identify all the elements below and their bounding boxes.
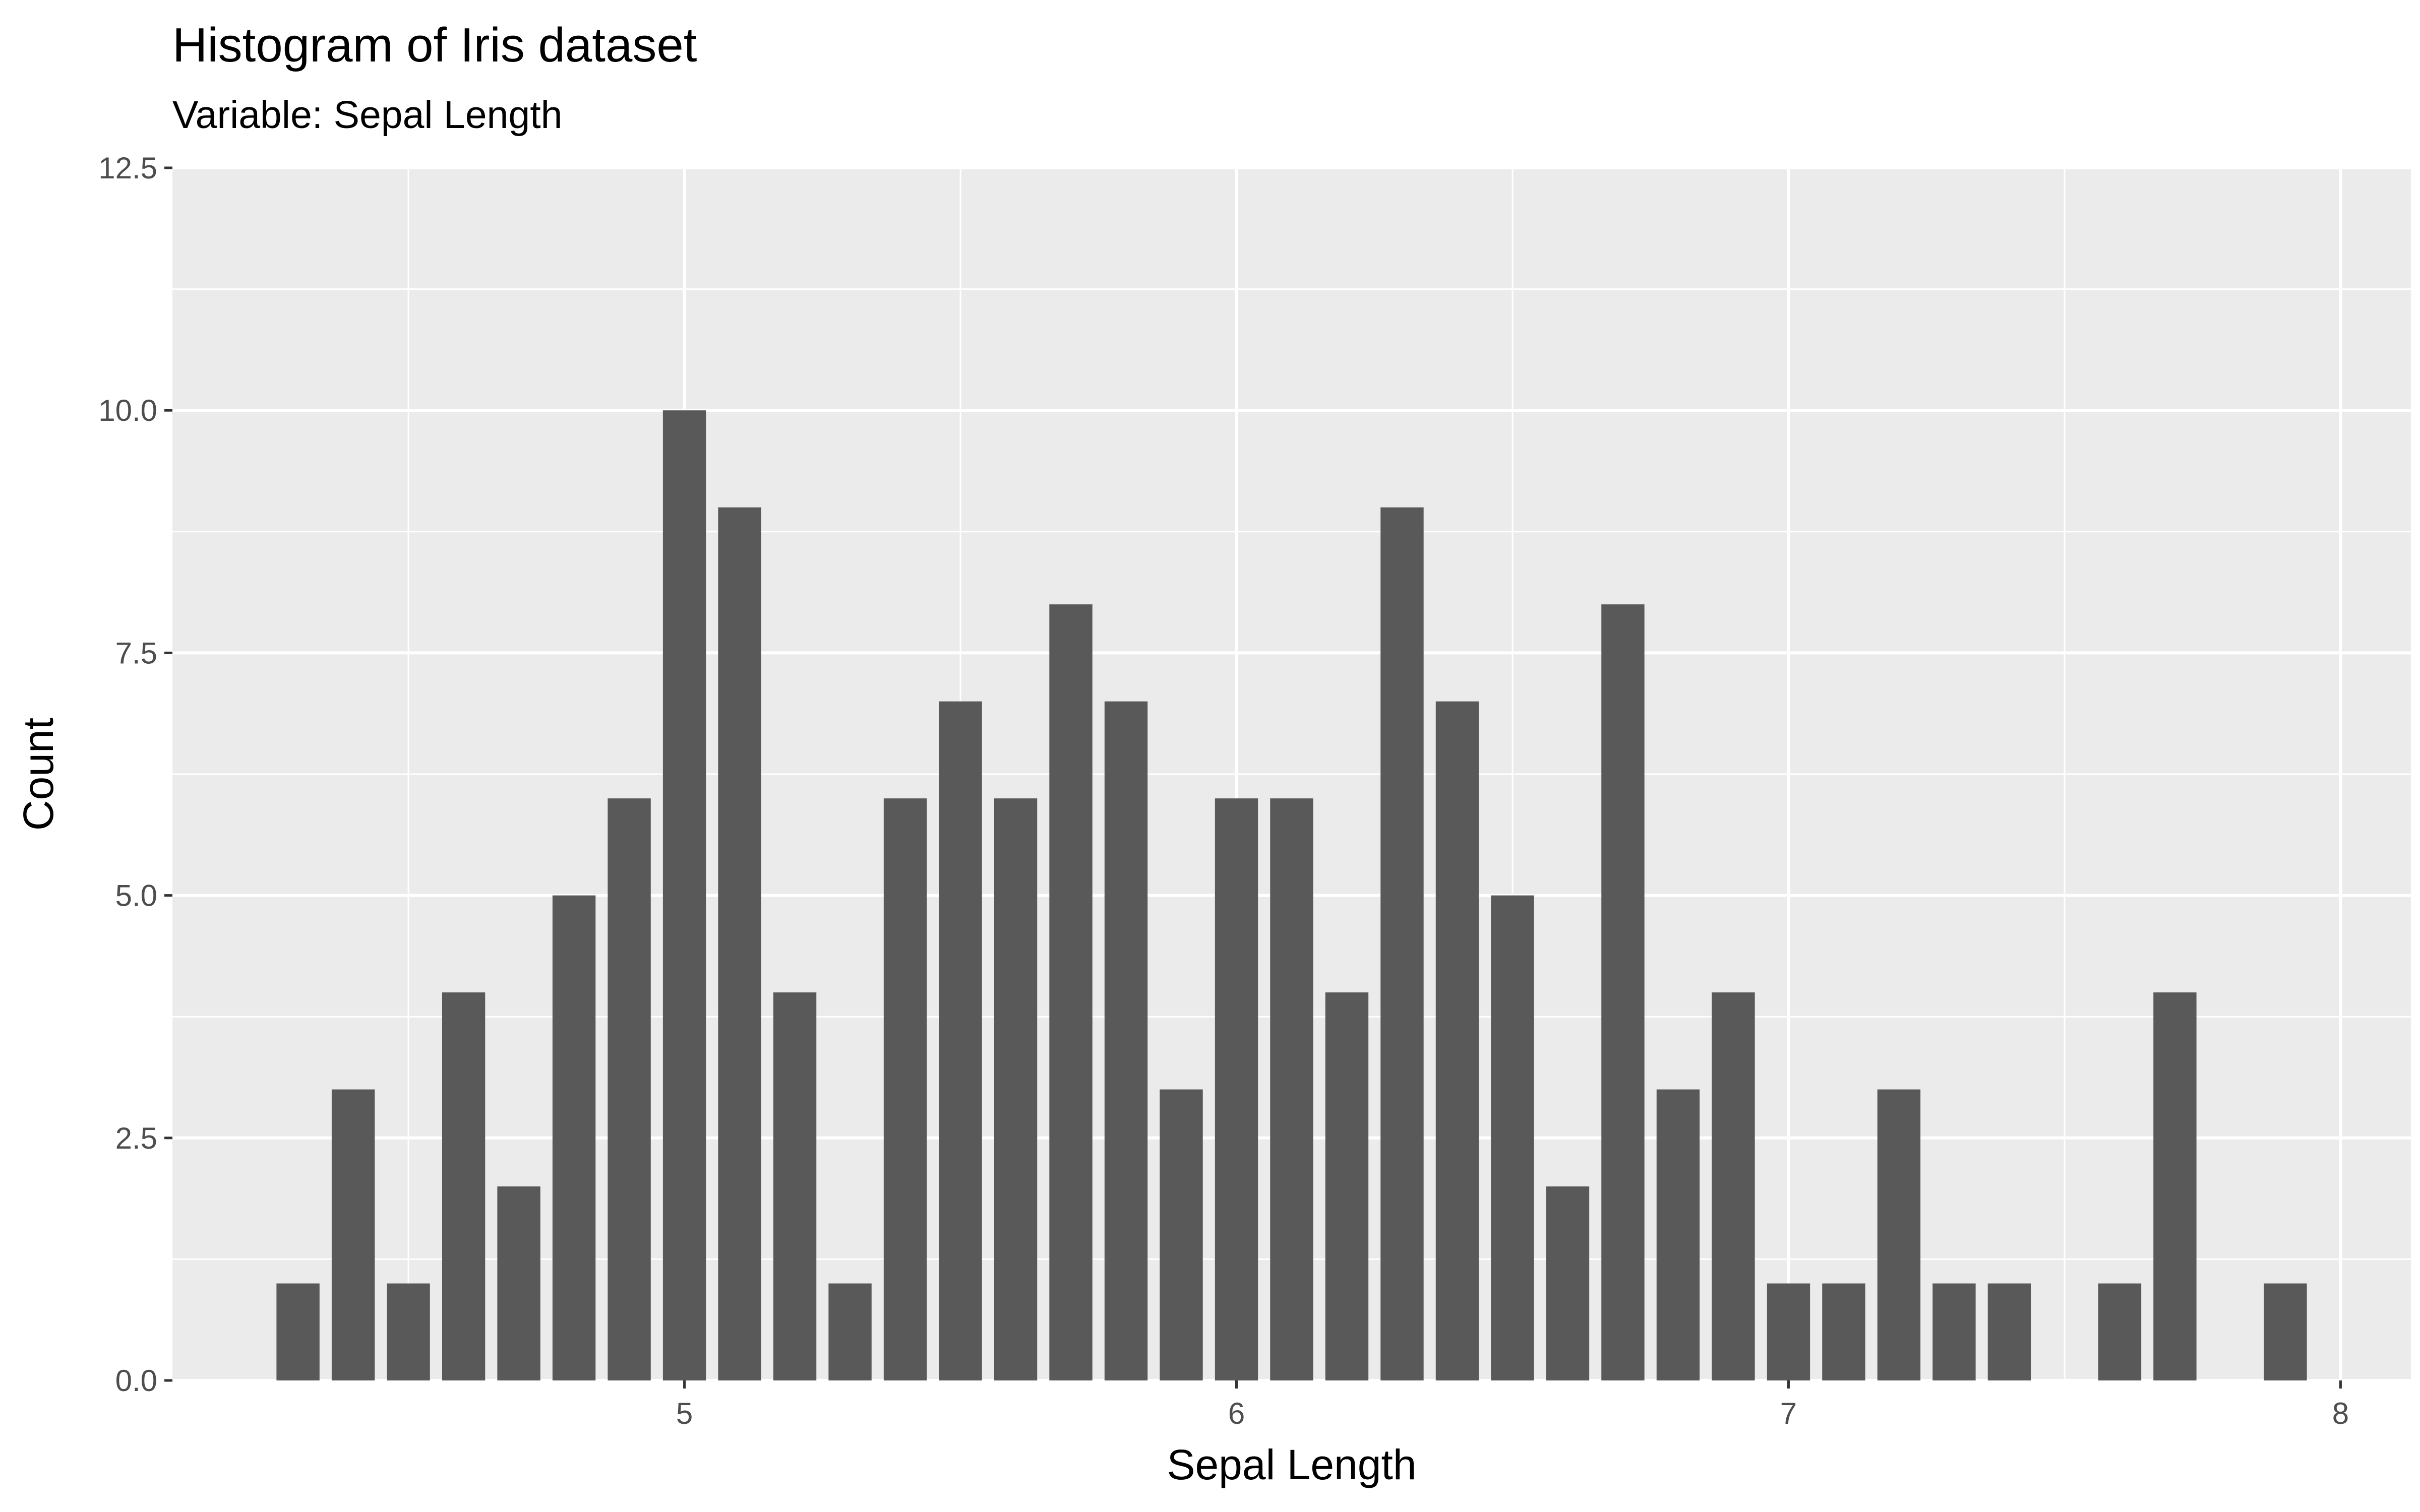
histogram-bar [1822, 1283, 1865, 1380]
histogram-bar [662, 410, 706, 1381]
bars [276, 410, 2307, 1381]
x-tick-label: 7 [1780, 1397, 1797, 1430]
histogram-bar [1877, 1089, 1921, 1380]
histogram-bar [387, 1283, 430, 1380]
y-axis-title: Count [15, 718, 62, 831]
histogram-bar [1712, 992, 1755, 1380]
histogram-bar [1049, 604, 1093, 1380]
histogram-bar [1380, 507, 1424, 1381]
x-tick-label: 5 [676, 1397, 693, 1430]
histogram-bar [2264, 1283, 2307, 1380]
y-tick-label: 7.5 [115, 636, 157, 670]
histogram-bar [1767, 1283, 1810, 1380]
x-tick-label: 8 [2332, 1397, 2349, 1430]
histogram-bar [1160, 1089, 1203, 1380]
histogram-bar [1491, 895, 1534, 1380]
histogram-bar [1270, 798, 1313, 1380]
histogram-bar [1104, 701, 1148, 1380]
histogram-bar [1987, 1283, 2031, 1380]
histogram-bar [828, 1283, 872, 1380]
histogram-bar [1932, 1283, 1976, 1380]
histogram-bar [1546, 1186, 1590, 1380]
y-tick-label: 2.5 [115, 1121, 157, 1155]
y-tick-label: 10.0 [98, 394, 157, 427]
histogram-bar [1656, 1089, 1700, 1380]
y-axis: 0.0 2.5 5.0 7.5 10.0 12.5 [98, 151, 172, 1398]
histogram-bar [608, 798, 651, 1380]
y-tick-label: 5.0 [115, 879, 157, 913]
y-tick-label: 0.0 [115, 1364, 157, 1398]
x-axis-title: Sepal Length [1167, 1441, 1416, 1488]
histogram-bar [1601, 604, 1645, 1380]
histogram-bar [1325, 992, 1369, 1380]
chart-title: Histogram of Iris dataset [172, 18, 697, 72]
histogram-bar [2098, 1283, 2142, 1380]
histogram-bar [276, 1283, 320, 1380]
x-axis: 5 6 7 8 [676, 1380, 2349, 1430]
histogram-bar [331, 1089, 375, 1380]
histogram-bar [1435, 701, 1479, 1380]
histogram-bar [552, 895, 596, 1380]
histogram-bar [442, 992, 486, 1380]
y-tick-label: 12.5 [98, 151, 157, 185]
histogram-bar [883, 798, 927, 1380]
histogram-bar [497, 1186, 540, 1380]
histogram-bar [1215, 798, 1258, 1380]
histogram-bar [2153, 992, 2197, 1380]
histogram-bar [718, 507, 761, 1381]
histogram-bar [994, 798, 1038, 1380]
histogram-bar [939, 701, 982, 1380]
x-tick-label: 6 [1228, 1397, 1245, 1430]
chart-subtitle: Variable: Sepal Length [172, 93, 562, 137]
histogram-bar [773, 992, 817, 1380]
